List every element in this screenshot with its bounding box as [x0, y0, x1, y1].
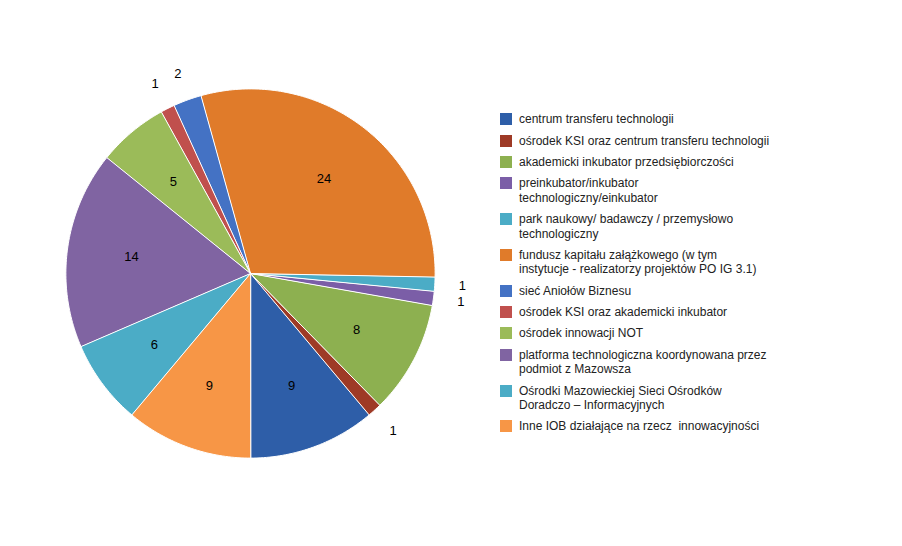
svg-text:6: 6	[151, 337, 158, 352]
html-text:Inne IOB działające na rzecz i: Inne IOB działające na rzecz innowacyjno…	[519, 419, 760, 434]
html-text:preinkubator/inkubator technol: preinkubator/inkubator technologiczny/ei…	[519, 176, 658, 205]
svg-text:9: 9	[288, 378, 295, 393]
svg-text:5: 5	[170, 174, 177, 189]
svg-text:24: 24	[317, 171, 331, 186]
html-text:ośrodek KSI oraz centrum trans: ośrodek KSI oraz centrum transferu techn…	[519, 133, 770, 148]
html-text:park naukowy/ badawczy / przem: park naukowy/ badawczy / przemysłowo tec…	[519, 212, 734, 241]
html-text:platforma technologiczna koord: platforma technologiczna koordynowana pr…	[519, 347, 767, 377]
html-text:Ośrodki Mazowieckiej Sieci Ośr: Ośrodki Mazowieckiej Sieci Ośrodków Dora…	[519, 383, 722, 412]
html-text:akademicki inkubator przedsięb: akademicki inkubator przedsiębiorczości	[519, 155, 734, 169]
svg-text:1: 1	[390, 423, 397, 438]
html-text:fundusz kapitału załążkowego (: fundusz kapitału załążkowego (w tym inst…	[519, 247, 757, 277]
html-text:centrum transferu technologii: centrum transferu technologii	[519, 112, 674, 127]
svg-text:14: 14	[124, 249, 138, 264]
svg-text:9: 9	[206, 378, 213, 393]
svg-text:2: 2	[174, 66, 181, 81]
svg-text:8: 8	[353, 322, 360, 337]
html-text:ośrodek innowacji NOT: ośrodek innowacji NOT	[519, 326, 644, 341]
html-text:ośrodek KSI oraz akademicki in: ośrodek KSI oraz akademicki inkubator	[519, 305, 728, 320]
svg-text:1: 1	[457, 294, 464, 309]
svg-text:1: 1	[459, 278, 466, 293]
html-text:sieć Aniołów Biznesu: sieć Aniołów Biznesu	[519, 283, 632, 298]
svg-text:1: 1	[152, 76, 159, 91]
